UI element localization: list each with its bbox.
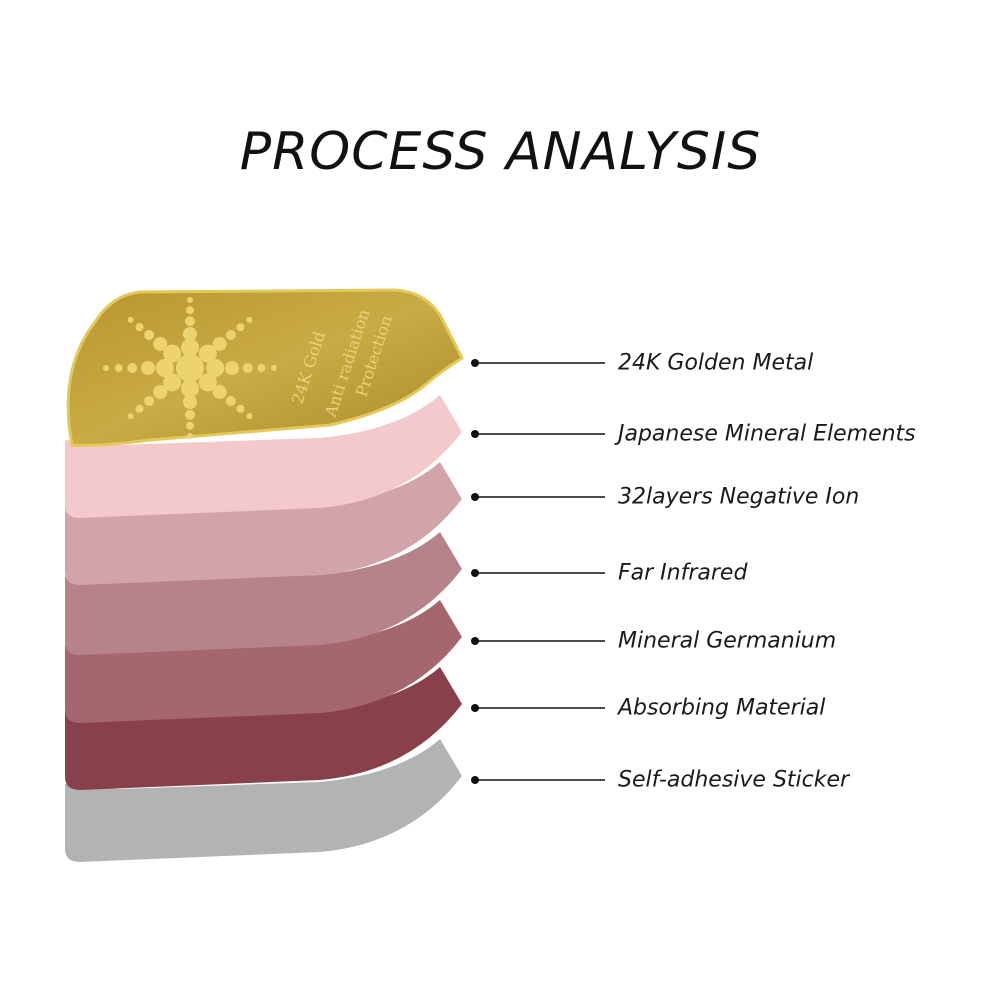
sun-dot	[135, 323, 144, 332]
sun-dot	[271, 365, 277, 371]
sun-dot	[236, 323, 245, 332]
sun-dot	[246, 316, 253, 323]
layer-label: Far Infrared	[618, 560, 748, 586]
layer-label: Mineral Germanium	[618, 628, 837, 654]
sun-dot	[103, 365, 109, 371]
gold-metal-layer: 24K Gold Anti radiation Protection	[66, 288, 464, 447]
sun-dot	[127, 363, 138, 373]
sun-dot	[135, 404, 144, 413]
layer-label: Self-adhesive Sticker	[618, 767, 850, 793]
layer-label: 32layers Negative Ion	[618, 484, 860, 510]
sun-emblem-icon	[103, 297, 277, 439]
sun-dot	[185, 409, 195, 420]
sun-dot	[225, 329, 236, 340]
sun-dot	[236, 404, 245, 413]
sun-dot	[127, 316, 134, 323]
sun-dot	[163, 344, 182, 363]
sun-dot	[144, 329, 155, 340]
layer-label: Japanese Mineral Elements	[618, 421, 916, 447]
sun-dot	[153, 336, 168, 351]
sun-dot	[225, 396, 236, 407]
sun-dot	[225, 361, 239, 375]
sun-dot	[153, 385, 168, 400]
sun-dot	[242, 363, 253, 373]
sun-dot	[187, 433, 193, 439]
sun-dot	[212, 385, 227, 400]
sun-dot	[163, 373, 182, 392]
sun-dot	[127, 413, 134, 420]
sun-dot	[206, 359, 225, 377]
sun-dot	[183, 395, 197, 409]
sun-dot	[246, 413, 253, 420]
sun-dot	[181, 379, 199, 398]
sun-dot	[185, 316, 195, 327]
sun-dot	[212, 336, 227, 351]
layer-5	[65, 667, 462, 790]
layer-label: Absorbing Material	[618, 695, 826, 721]
layer-4	[65, 600, 462, 723]
sun-dot	[186, 421, 194, 430]
sun-dot	[155, 359, 174, 377]
sun-dot	[141, 361, 155, 375]
layer-6	[65, 739, 462, 862]
page-title: PROCESS ANALYSIS	[239, 122, 762, 182]
sun-dot	[183, 327, 197, 341]
layer-3	[65, 532, 462, 655]
sun-dot	[257, 364, 266, 372]
sun-dot	[198, 344, 217, 363]
sun-dot	[181, 338, 199, 357]
sun-dot	[198, 373, 217, 392]
layer-1	[65, 395, 462, 518]
sun-dot	[114, 364, 123, 372]
layer-2	[65, 462, 462, 585]
layer-label: 24K Golden Metal	[618, 350, 814, 376]
sun-dot	[187, 297, 193, 303]
sun-dot	[186, 306, 194, 315]
sun-dot	[144, 396, 155, 407]
